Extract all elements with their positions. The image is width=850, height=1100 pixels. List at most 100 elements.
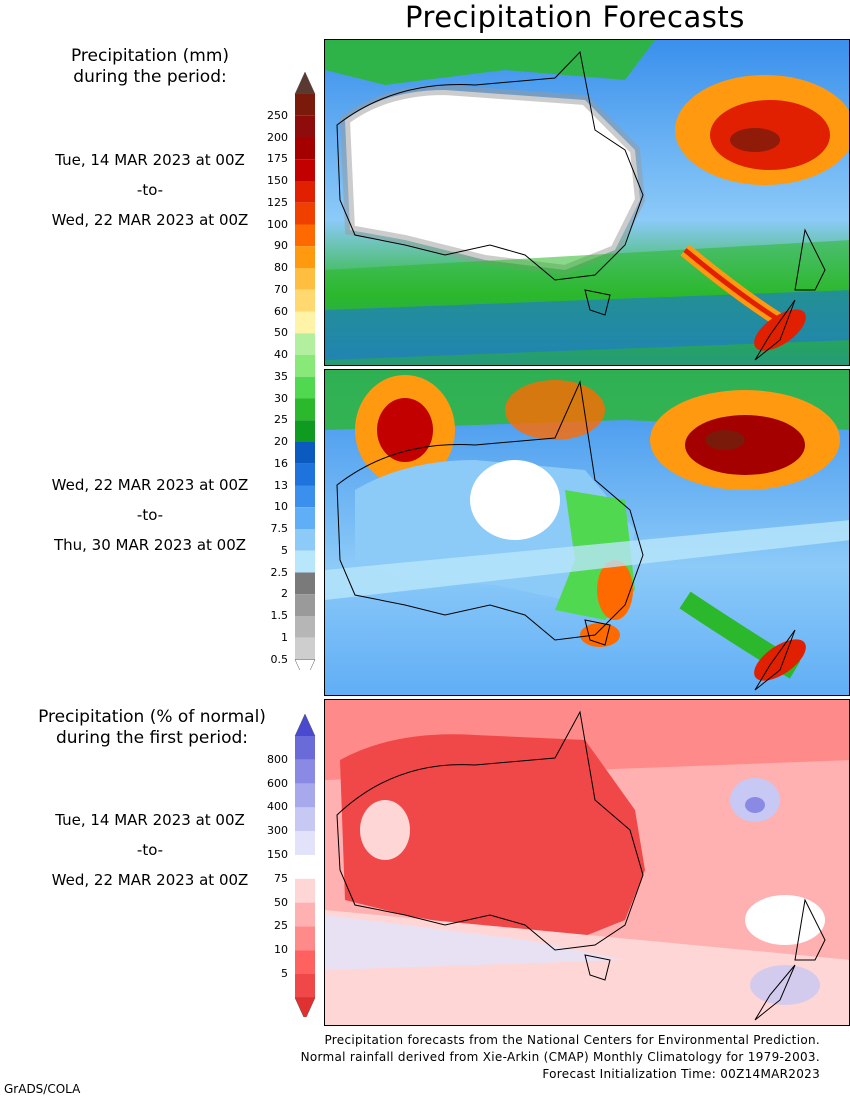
colorbar-bottom-arrow [294,997,316,1017]
colorbar-tick-label: 150 [267,848,288,861]
colorbar-tick-label: 250 [267,108,288,122]
colorbar-tick-label: 75 [274,871,288,885]
colorbar-tick-label: 10 [274,500,288,514]
precip-legend-header-line1: Precipitation (mm) [70,46,230,66]
colorbar-tick-label: 25 [274,919,288,933]
period1-sep: -to- [136,181,164,199]
map-panel-period1 [324,39,850,366]
colorbar-segment [295,637,315,660]
footer-line3: Forecast Initialization Time: 00Z14MAR20… [542,1067,820,1081]
colorbar-segment [295,224,315,247]
colorbar-tick-label: 800 [267,752,288,766]
colorbar-segment [295,137,315,160]
colorbar-tick-label: 300 [267,824,288,838]
colorbar-tick-label: 0.5 [270,652,289,666]
colorbar-segment [295,376,315,399]
colorbar-tick-label: 35 [274,369,288,383]
colorbar-segment [295,202,315,225]
colorbar-tick-label: 125 [267,195,288,209]
colorbar-tick-label: 80 [274,261,288,274]
precip-legend-header: Precipitation (mm) during the period: [40,46,260,88]
colorbar-segment [295,926,315,951]
colorbar-tick-label: 200 [267,130,288,144]
period2-sep: -to- [136,506,164,524]
colorbar-segment [295,268,315,290]
colorbar-segment [295,783,315,808]
colorbar-tick-label: 5 [281,543,288,557]
period3-end: Wed, 22 MAR 2023 at 00Z [51,871,249,889]
colorbar-segment [295,855,315,879]
colorbar-bottom-arrow [294,659,316,670]
period3-start: Tue, 14 MAR 2023 at 00Z [55,811,245,829]
map-panel-anomaly [324,699,850,1026]
footer-line1: Precipitation forecasts from the Nationa… [324,1033,820,1047]
colorbar-segment [295,759,315,784]
colorbar-segment [295,311,315,334]
colorbar-tick-label: 50 [274,895,288,909]
colorbar-tick-label: 70 [274,282,288,296]
colorbar-tick-label: 5 [281,967,288,980]
credit-label: GrADS/COLA [4,1082,81,1096]
colorbar-segment [295,950,315,974]
colorbar-segment [295,507,315,529]
colorbar-tick-label: 600 [267,776,288,790]
colorbar-tick-label: 60 [274,304,288,318]
colorbar-tick-label: 2 [281,587,288,601]
colorbar-segment [295,420,315,442]
anomaly-colorbar [294,713,316,1017]
colorbar-segment [295,115,315,138]
colorbar-tick-label: 13 [274,478,288,492]
period1-start: Tue, 14 MAR 2023 at 00Z [55,151,245,169]
colorbar-tick-label: 16 [274,456,288,470]
anomaly-legend-header-line2: during the first period: [55,728,249,748]
colorbar-segment [295,594,315,616]
anomaly-legend-header: Precipitation (% of normal) during the f… [12,707,292,749]
colorbar-segment [295,974,315,998]
period2-start: Wed, 22 MAR 2023 at 00Z [51,476,249,494]
colorbar-tick-label: 50 [274,326,288,340]
map-panel-period2 [324,369,850,696]
colorbar-tick-label: 20 [274,435,288,448]
colorbar-tick-label: 90 [274,239,288,253]
precip-colorbar [294,71,316,670]
footer-line2: Normal rainfall derived from Xie-Arkin (… [300,1050,820,1064]
colorbar-tick-label: 2.5 [270,565,289,579]
colorbar-tick-label: 10 [274,943,288,957]
colorbar-segment [295,289,315,312]
colorbar-tick-label: 7.5 [270,522,289,535]
colorbar-top-arrow [294,713,316,737]
colorbar-segment [295,550,315,573]
colorbar-segment [295,442,315,464]
colorbar-segment [295,616,315,638]
period1-end: Wed, 22 MAR 2023 at 00Z [51,211,249,229]
colorbar-tick-label: 30 [274,391,288,405]
colorbar-segment [295,463,315,486]
colorbar-top-arrow [294,71,316,95]
period2-end: Thu, 30 MAR 2023 at 00Z [53,536,247,554]
colorbar-tick-label: 25 [274,413,288,427]
colorbar-segment [295,736,315,760]
colorbar-tick-label: 1 [281,630,288,644]
period3-sep: -to- [136,841,164,859]
precip-legend-header-line2: during the period: [73,67,227,87]
colorbar-tick-label: 40 [274,348,288,361]
colorbar-tick-label: 100 [267,217,288,231]
colorbar-segment [295,181,315,203]
colorbar-segment [295,94,315,116]
colorbar-tick-label: 400 [267,800,288,814]
colorbar-segment [295,355,315,377]
page-title: Precipitation Forecasts [405,0,745,34]
colorbar-segment [295,878,315,903]
colorbar-segment [295,398,315,421]
colorbar-segment [295,831,315,855]
colorbar-segment [295,159,315,181]
colorbar-segment [295,485,315,508]
colorbar-tick-label: 1.5 [270,609,289,622]
colorbar-segment [295,902,315,927]
anomaly-legend-header-line1: Precipitation (% of normal) [38,707,266,727]
colorbar-segment [295,572,315,595]
colorbar-segment [295,529,315,551]
colorbar-tick-label: 150 [267,174,288,187]
colorbar-segment [295,333,315,355]
colorbar-segment [295,246,315,268]
